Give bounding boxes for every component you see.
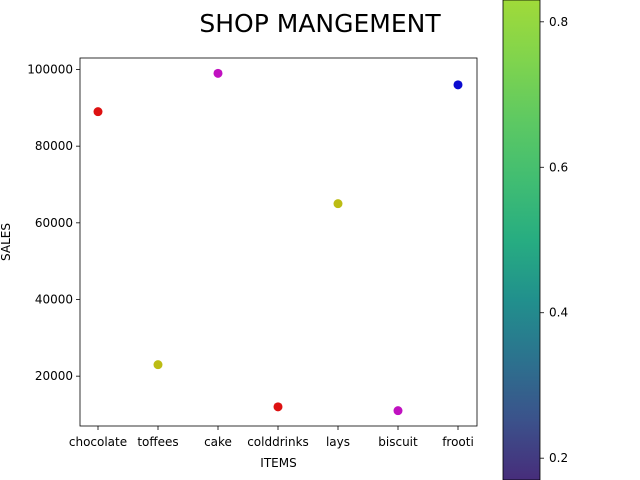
data-point-chocolate [93, 107, 103, 117]
plot-frame [79, 57, 478, 427]
x-axis-label: ITEMS [260, 456, 296, 470]
chart-title: SHOP MANGEMENT [199, 9, 441, 38]
x-tick-label: colddrinks [247, 435, 309, 449]
y-tick-label: 80000 [35, 139, 73, 153]
y-tick-label: 60000 [35, 216, 73, 230]
colorbar-tick-label: 0.8 [549, 15, 568, 29]
y-tick-label: 20000 [35, 369, 73, 383]
data-point-biscuit [393, 406, 403, 416]
data-point-frooti [453, 80, 463, 90]
y-tick-label: 40000 [35, 293, 73, 307]
colorbar: 0.2 0.4 0.6 0.8 [502, 0, 568, 480]
data-point-lays [333, 199, 343, 209]
colorbar-gradient [502, 0, 541, 480]
data-point-colddrinks [273, 402, 283, 412]
y-tick-label: 100000 [27, 63, 73, 77]
x-tick-label: lays [326, 435, 350, 449]
data-point-toffees [153, 360, 163, 370]
data-point-cake [213, 68, 223, 78]
plot-area: 20000 40000 60000 80000 100000 chocolate toff… [27, 57, 478, 449]
y-axis-label: SALES [0, 223, 13, 261]
x-tick-label: biscuit [378, 435, 418, 449]
x-tick-label: chocolate [69, 435, 127, 449]
colorbar-tick-label: 0.4 [549, 306, 568, 320]
x-tick-label: cake [204, 435, 232, 449]
colorbar-tick-label: 0.2 [549, 451, 568, 465]
colorbar-tick-label: 0.6 [549, 160, 568, 174]
x-tick-label: toffees [137, 435, 178, 449]
x-tick-label: frooti [442, 435, 474, 449]
